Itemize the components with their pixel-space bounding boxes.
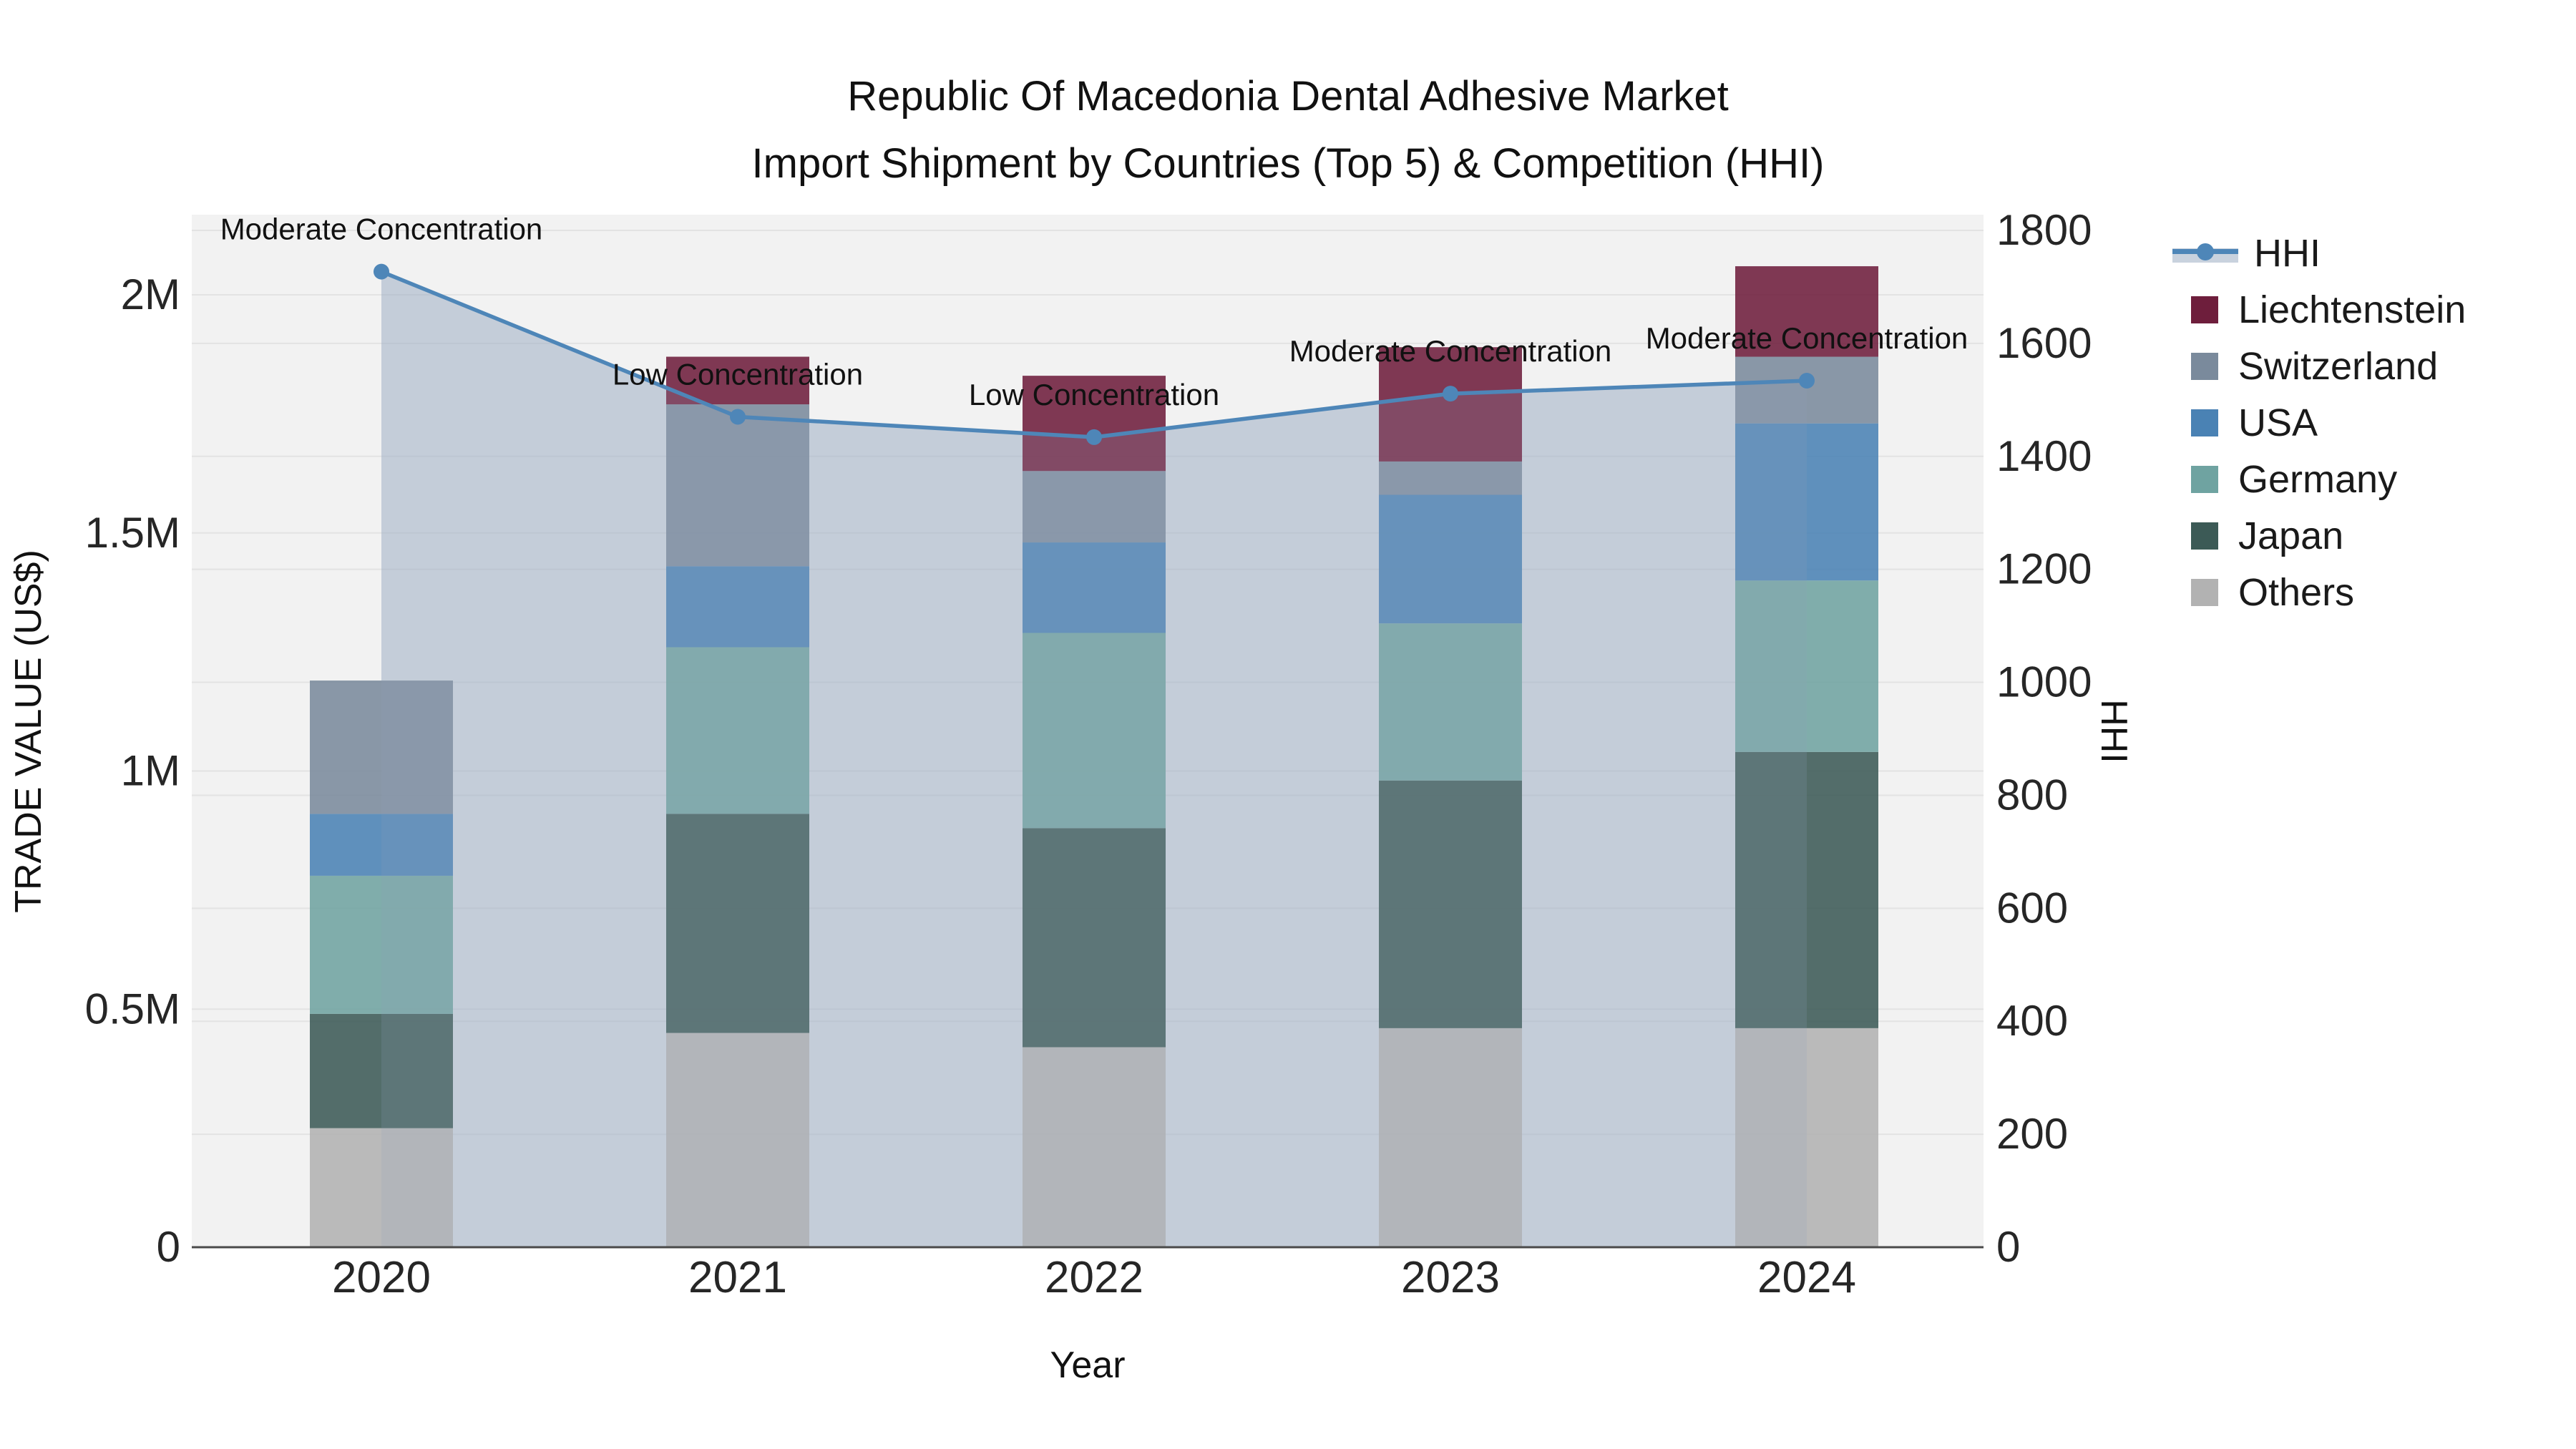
left-tick-0.5M: 0.5M bbox=[85, 985, 180, 1033]
legend-item-switzerland[interactable]: Switzerland bbox=[2172, 338, 2466, 394]
right-tick-1000: 1000 bbox=[1996, 658, 2092, 706]
annotation-2021: Low Concentration bbox=[613, 358, 863, 391]
legend-label: USA bbox=[2238, 401, 2318, 444]
left-tick-0: 0 bbox=[157, 1223, 180, 1271]
bar-segment-others-2021[interactable] bbox=[666, 1033, 809, 1247]
legend-label: Others bbox=[2238, 570, 2355, 614]
bar-segment-germany-2020[interactable] bbox=[310, 875, 453, 1014]
x-tick-2024: 2024 bbox=[1757, 1253, 1856, 1302]
bar-segment-usa-2021[interactable] bbox=[666, 566, 809, 648]
chart-title-line2: Import Shipment by Countries (Top 5) & C… bbox=[751, 140, 1825, 187]
bar-segment-others-2024[interactable] bbox=[1735, 1028, 1878, 1247]
bar-segment-germany-2024[interactable] bbox=[1735, 580, 1878, 752]
bar-segment-usa-2020[interactable] bbox=[310, 814, 453, 876]
hhi-marker-2024[interactable] bbox=[1799, 372, 1815, 389]
chart-title: Republic Of Macedonia Dental Adhesive Ma… bbox=[0, 63, 2576, 197]
switzerland-swatch-icon bbox=[2191, 352, 2218, 380]
germany-swatch-icon bbox=[2191, 465, 2218, 493]
right-tick-800: 800 bbox=[1996, 771, 2068, 819]
bar-segment-others-2022[interactable] bbox=[1023, 1047, 1166, 1247]
left-tick-2M: 2M bbox=[121, 270, 180, 318]
right-tick-400: 400 bbox=[1996, 997, 2068, 1045]
annotation-2023: Moderate Concentration bbox=[1289, 334, 1612, 368]
bar-segment-switzerland-2024[interactable] bbox=[1735, 356, 1878, 424]
right-tick-600: 600 bbox=[1996, 884, 2068, 932]
legend-item-japan[interactable]: Japan bbox=[2172, 507, 2466, 564]
bar-segment-switzerland-2020[interactable] bbox=[310, 680, 453, 814]
legend-label: Japan bbox=[2238, 514, 2344, 557]
legend-item-hhi[interactable]: HHI bbox=[2172, 225, 2466, 281]
right-tick-1600: 1600 bbox=[1996, 319, 2092, 367]
legend-item-liechtenstein[interactable]: Liechtenstein bbox=[2172, 281, 2466, 338]
right-tick-1800: 1800 bbox=[1996, 206, 2092, 254]
bar-segment-japan-2024[interactable] bbox=[1735, 751, 1878, 1028]
bar-segment-japan-2021[interactable] bbox=[666, 814, 809, 1033]
right-tick-1200: 1200 bbox=[1996, 545, 2092, 593]
bar-segment-germany-2021[interactable] bbox=[666, 647, 809, 814]
hhi-marker-2021[interactable] bbox=[730, 409, 746, 425]
x-tick-2021: 2021 bbox=[688, 1253, 787, 1302]
legend-item-others[interactable]: Others bbox=[2172, 564, 2466, 620]
hhi-marker-2022[interactable] bbox=[1086, 429, 1102, 445]
legend-item-usa[interactable]: USA bbox=[2172, 394, 2466, 451]
legend-item-germany[interactable]: Germany bbox=[2172, 451, 2466, 507]
bar-segment-germany-2023[interactable] bbox=[1379, 623, 1522, 781]
others-swatch-icon bbox=[2191, 578, 2218, 606]
bar-segment-liechtenstein-2024[interactable] bbox=[1735, 266, 1878, 357]
bar-segment-usa-2023[interactable] bbox=[1379, 494, 1522, 624]
bar-segment-usa-2024[interactable] bbox=[1735, 423, 1878, 581]
chart-title-line1: Republic Of Macedonia Dental Adhesive Ma… bbox=[847, 73, 1729, 119]
bar-segment-japan-2022[interactable] bbox=[1023, 828, 1166, 1048]
right-tick-1400: 1400 bbox=[1996, 432, 2092, 480]
annotation-2020: Moderate Concentration bbox=[220, 213, 543, 246]
legend-label: Liechtenstein bbox=[2238, 288, 2467, 331]
bar-segment-germany-2022[interactable] bbox=[1023, 633, 1166, 829]
x-tick-2022: 2022 bbox=[1045, 1253, 1143, 1302]
bar-segment-liechtenstein-2022[interactable] bbox=[1023, 376, 1166, 472]
bar-segment-others-2020[interactable] bbox=[310, 1128, 453, 1247]
annotation-2022: Low Concentration bbox=[969, 378, 1219, 411]
usa-swatch-icon bbox=[2191, 409, 2218, 436]
bar-segment-switzerland-2022[interactable] bbox=[1023, 471, 1166, 543]
x-tick-2020: 2020 bbox=[332, 1253, 431, 1302]
bar-segment-usa-2022[interactable] bbox=[1023, 542, 1166, 633]
hhi-line-swatch-icon bbox=[2172, 240, 2238, 267]
left-tick-1.5M: 1.5M bbox=[85, 509, 180, 557]
right-tick-0: 0 bbox=[1996, 1223, 2020, 1271]
hhi-marker-2023[interactable] bbox=[1443, 386, 1458, 402]
x-axis-title: Year bbox=[1050, 1345, 1126, 1386]
x-tick-2023: 2023 bbox=[1401, 1253, 1500, 1302]
legend-label: HHI bbox=[2254, 231, 2321, 275]
annotation-2024: Moderate Concentration bbox=[1646, 321, 1968, 355]
legend-label: Switzerland bbox=[2238, 344, 2439, 388]
legend: HHI Liechtenstein Switzerland USA Germany Jap… bbox=[2172, 225, 2466, 620]
bar-segment-japan-2020[interactable] bbox=[310, 1013, 453, 1128]
legend-label: Germany bbox=[2238, 457, 2398, 501]
bar-segment-japan-2023[interactable] bbox=[1379, 780, 1522, 1028]
hhi-marker-2020[interactable] bbox=[374, 263, 389, 280]
bar-segment-switzerland-2023[interactable] bbox=[1379, 461, 1522, 495]
bar-segment-others-2023[interactable] bbox=[1379, 1028, 1522, 1247]
left-tick-1M: 1M bbox=[121, 747, 180, 795]
right-tick-200: 200 bbox=[1996, 1110, 2068, 1158]
bar-segment-switzerland-2021[interactable] bbox=[666, 404, 809, 567]
hhi-area-overlay bbox=[381, 271, 1807, 1248]
bar-segment-liechtenstein-2023[interactable] bbox=[1379, 347, 1522, 462]
liechtenstein-swatch-icon bbox=[2191, 296, 2218, 323]
japan-swatch-icon bbox=[2191, 522, 2218, 550]
